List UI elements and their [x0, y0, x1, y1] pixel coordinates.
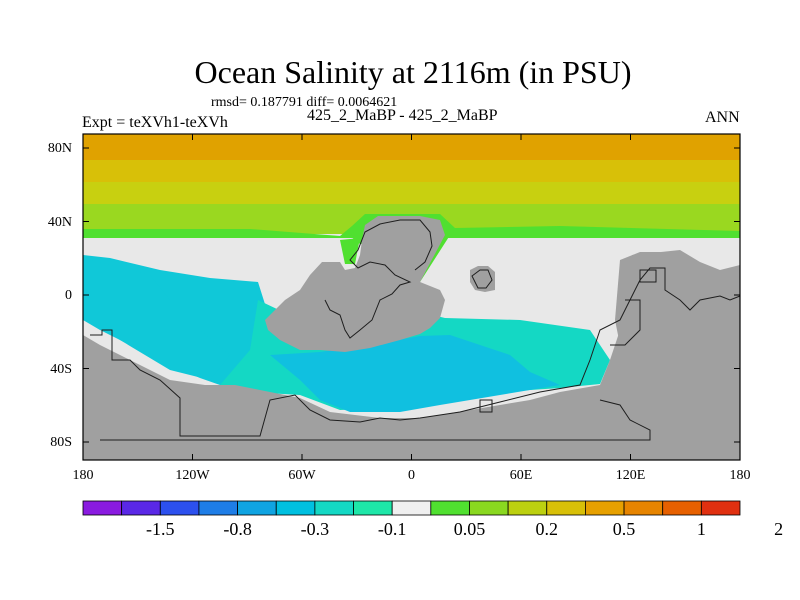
colorbar-swatch — [662, 500, 702, 516]
coastline-americas — [324, 219, 433, 339]
coastlines — [90, 219, 741, 441]
colorbar-swatch — [469, 500, 509, 516]
lon-tick-label: 180 — [72, 468, 94, 483]
cyan-west-pacific — [83, 258, 230, 380]
lon-tick-label: 0 — [408, 468, 415, 483]
colorbar-swatch — [198, 500, 238, 516]
colorbar-label: -0.8 — [223, 519, 252, 539]
lat-tick-label: 40N — [47, 214, 72, 230]
colorbar-label: -0.1 — [377, 519, 407, 539]
rmsd-diff-stats: rmsd= 0.187791 diff= 0.0064621 — [211, 95, 398, 110]
colorbar — [82, 500, 741, 516]
cyan-southern — [270, 335, 560, 412]
lon-tick-label: 180 — [729, 468, 751, 483]
colorbar-label: 0.5 — [612, 519, 636, 539]
band-mid-north — [83, 182, 740, 204]
lon-tick-label: 60E — [509, 468, 533, 483]
coastline-south-3 — [479, 399, 493, 413]
colorbar-swatch — [391, 500, 432, 516]
colorbar-label: 2 — [774, 519, 784, 539]
colorbar-swatch — [353, 500, 393, 516]
colorbar-label: -1.5 — [146, 519, 175, 539]
colorbar-swatch — [430, 500, 470, 516]
period-label: 425_2_MaBP - 425_2_MaBP — [307, 107, 498, 124]
coastline-island — [471, 269, 493, 289]
plot-title: Ocean Salinity at 2116m (in PSU) — [194, 54, 632, 90]
green-atlantic-edge — [340, 238, 360, 264]
colorbar-swatch — [585, 500, 625, 516]
coastline-south-2 — [100, 399, 651, 441]
latitude-ticks — [83, 147, 740, 443]
land-polar-south — [83, 250, 740, 460]
land-east-continent — [615, 252, 740, 350]
colorbar-label: 0.2 — [535, 519, 559, 539]
colorbar-swatch — [275, 500, 316, 516]
lat-tick-label: 0 — [65, 288, 72, 303]
lon-tick-label: 120E — [615, 468, 646, 483]
colorbar-swatch — [159, 500, 200, 516]
season-label: ANN — [705, 109, 740, 126]
longitude-ticks — [82, 134, 741, 460]
lat-tick-label: 80S — [50, 435, 72, 450]
band-high-north — [83, 160, 740, 182]
colorbar-swatch — [237, 500, 277, 516]
lat-tick-label: 40S — [50, 361, 72, 377]
colorbar-swatch — [82, 500, 123, 516]
experiment-label: Expt = teXVh1-teXVh — [82, 114, 228, 131]
land-masses — [83, 216, 740, 460]
colorbar-swatch — [546, 500, 586, 516]
colorbar-swatch — [507, 500, 548, 516]
coastline-east — [610, 269, 657, 346]
colorbar-swatch — [623, 500, 664, 516]
land-americas — [265, 216, 445, 352]
colorbar-swatch — [121, 500, 161, 516]
coastline-south-1 — [90, 267, 741, 437]
colorbar-label: 0.05 — [453, 519, 486, 539]
colorbar-label: -0.3 — [300, 519, 330, 539]
lon-tick-label: 120W — [175, 468, 210, 483]
colorbar-swatch — [700, 500, 741, 516]
colorbar-label: 1 — [696, 519, 706, 539]
lon-tick-label: 60W — [288, 468, 316, 483]
lat-tick-label: 80N — [47, 141, 72, 156]
colorbar-swatch — [314, 500, 354, 516]
